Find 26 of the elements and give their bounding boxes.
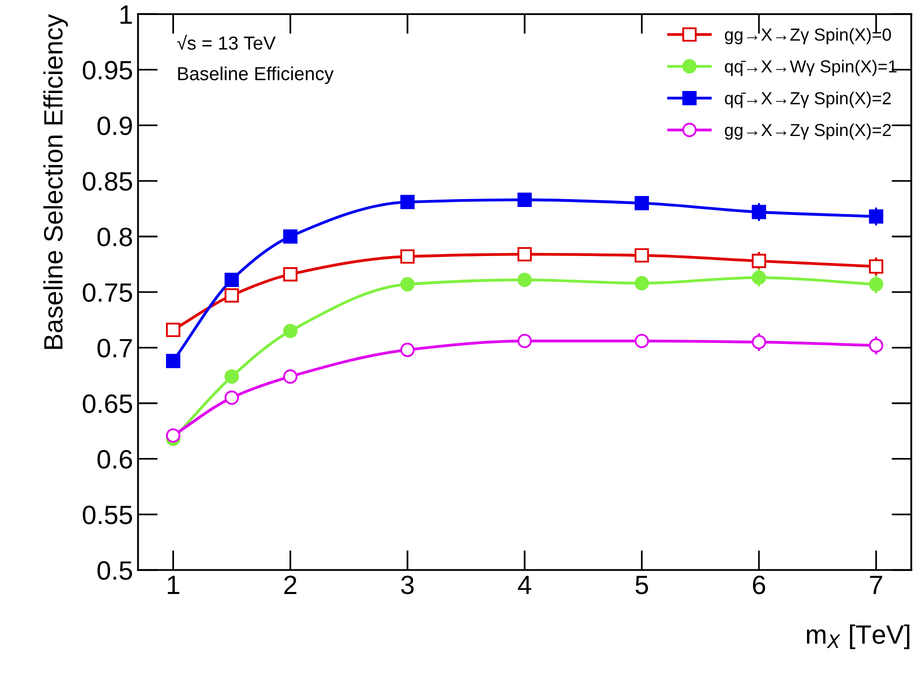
y-tick-label: 0.95	[82, 60, 132, 80]
legend-label: gg→X→Zγ Spin(X)=0	[724, 28, 891, 44]
x-tick-label: 5	[636, 576, 648, 594]
y-axis-title: Baseline Selection Efficiency	[43, 14, 68, 349]
annotation: √s = 13 TeV	[177, 34, 276, 50]
y-tick-label: 0.6	[98, 450, 132, 469]
x-tick-label: 2	[284, 576, 296, 594]
legend-label: qq̄→X→Zγ Spin(X)=2	[724, 92, 891, 108]
legend-label: qq̄→X→Wγ Spin(X)=1	[724, 60, 897, 76]
x-tick-label: 3	[401, 576, 414, 594]
y-tick-label: 0.85	[82, 172, 132, 191]
annotation: Baseline Efficiency	[178, 66, 334, 84]
x-tick-label: 6	[752, 576, 766, 594]
x-tick-label: 4	[518, 576, 532, 594]
y-tick-label: 0.7	[98, 338, 132, 358]
legend-label: gg→X→Zγ Spin(X)=2	[724, 123, 891, 140]
y-tick-label: 0.55	[82, 506, 132, 524]
y-tick-label: 1	[120, 6, 132, 24]
y-tick-label: 0.75	[82, 283, 132, 302]
y-tick-label: 0.65	[82, 394, 132, 414]
x-axis-title: m$_{X}$ [TeV]	[806, 624, 910, 650]
x-tick-label: 1	[168, 576, 180, 594]
y-tick-label: 0.8	[98, 228, 132, 246]
y-tick-label: 0.5	[98, 561, 132, 580]
y-tick-label: 0.9	[98, 116, 132, 136]
x-tick-label: 7	[870, 576, 882, 594]
